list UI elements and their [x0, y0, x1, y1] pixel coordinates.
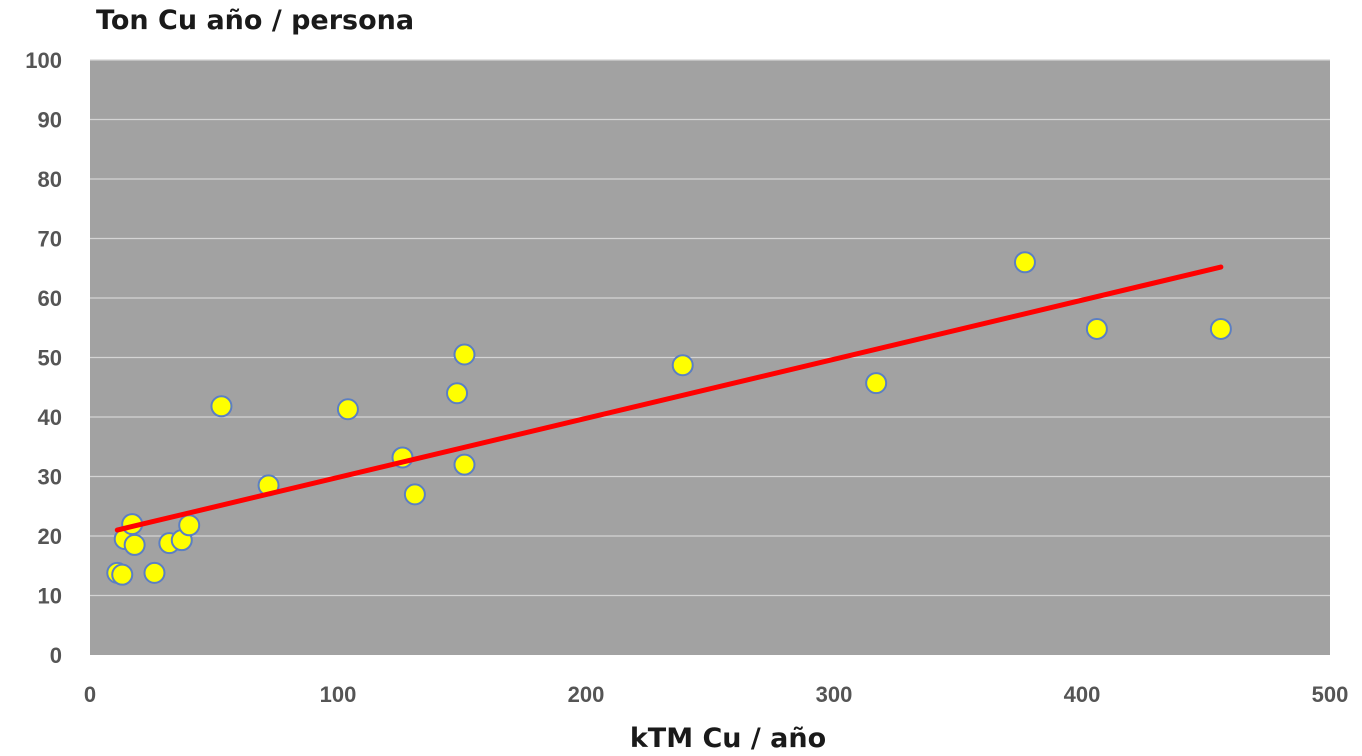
x-tick-300: 300 [816, 682, 853, 707]
data-point-20 [1013, 251, 1036, 274]
x-tick-500: 500 [1312, 682, 1349, 707]
data-point-14 [403, 483, 426, 506]
x-tick-200: 200 [568, 682, 605, 707]
data-point-15 [446, 382, 469, 405]
x-tick-labels: 0 100 200 300 400 500 [84, 682, 1348, 707]
x-tick-0: 0 [84, 682, 96, 707]
y-tick-90: 90 [38, 108, 62, 133]
y-tick-40: 40 [38, 405, 62, 430]
x-axis-title: kTM Cu / año [630, 723, 826, 754]
y-tick-10: 10 [38, 584, 62, 609]
data-point-19 [865, 372, 888, 395]
data-point-18 [671, 354, 694, 377]
y-tick-20: 20 [38, 524, 62, 549]
y-axis-title: Ton Cu año / persona [96, 5, 414, 36]
x-tick-100: 100 [320, 682, 357, 707]
data-point-10 [210, 395, 233, 418]
data-point-5 [123, 533, 146, 556]
trendline [114, 264, 1224, 533]
data-point-22 [1209, 317, 1232, 340]
data-point-21 [1085, 317, 1108, 340]
y-tick-60: 60 [38, 286, 62, 311]
data-point-9 [178, 514, 201, 537]
x-tick-400: 400 [1064, 682, 1101, 707]
y-tick-70: 70 [38, 227, 62, 252]
data-point-16 [453, 453, 476, 476]
y-tick-80: 80 [38, 167, 62, 192]
y-tick-labels: 0 10 20 30 40 50 60 70 80 90 100 [25, 48, 62, 668]
gridlines [90, 59, 1330, 597]
y-tick-30: 30 [38, 465, 62, 490]
y-tick-50: 50 [38, 346, 62, 371]
y-tick-0: 0 [50, 643, 62, 668]
data-point-2 [111, 563, 134, 586]
y-tick-100: 100 [25, 48, 62, 73]
data-point-6 [143, 561, 166, 584]
data-point-17 [453, 343, 476, 366]
data-point-12 [336, 398, 359, 421]
